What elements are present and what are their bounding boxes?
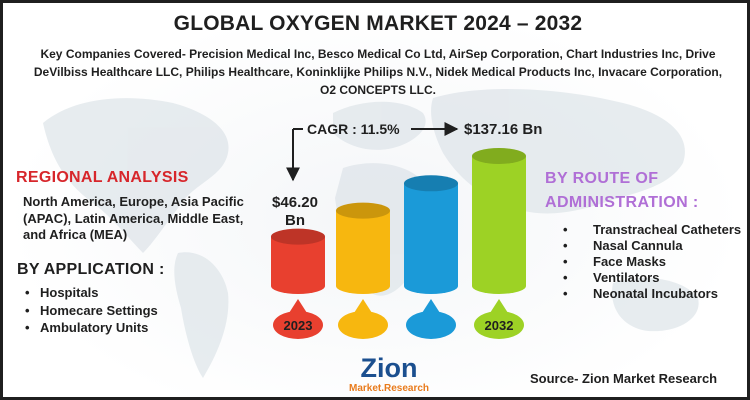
- market-growth-chart: 2023 2032 CAGR : 11.5% $137.16 Bn $46.20 …: [271, 121, 542, 339]
- start-value-unit: Bn: [285, 212, 305, 229]
- pin-tip: [289, 299, 307, 313]
- pin-year-label: 2023: [284, 318, 313, 333]
- year-pin-1: 2023: [273, 299, 323, 339]
- list-item: Ambulatory Units: [23, 319, 158, 337]
- chart-bar-1: [271, 228, 325, 294]
- bar-top: [271, 228, 325, 245]
- logo-word-zion: Zion: [361, 353, 418, 383]
- bar-top: [404, 175, 458, 192]
- bar-body: [472, 156, 526, 294]
- list-item: Transtracheal Catheters: [576, 222, 746, 238]
- pin-body: [273, 311, 323, 339]
- regional-analysis-heading: REGIONAL ANALYSIS: [16, 169, 189, 186]
- logo-word-market-research: Market.Research: [349, 383, 429, 394]
- by-application-heading: BY APPLICATION :: [17, 261, 165, 278]
- route-heading-line-1: BY ROUTE OF: [545, 170, 659, 187]
- list-item: Hospitals: [23, 284, 158, 302]
- regional-analysis-text: North America, Europe, Asia Pacific (APA…: [23, 194, 244, 242]
- pin-body: [406, 311, 456, 339]
- list-item: Neonatal Incubators: [576, 286, 746, 302]
- bar-body: [404, 183, 458, 294]
- bar-body: [336, 210, 390, 294]
- page-title: GLOBAL OXYGEN MARKET 2024 – 2032: [173, 12, 583, 35]
- pin-tip: [422, 299, 440, 313]
- route-list: Transtracheal Catheters Nasal Cannula Fa…: [576, 222, 746, 302]
- pin-tip: [354, 299, 372, 313]
- pin-body: [338, 311, 388, 339]
- bar-top: [336, 202, 390, 219]
- bar-top: [472, 148, 526, 164]
- pin-year-label: 2032: [485, 318, 514, 333]
- chart-bar-2: [336, 202, 390, 294]
- by-route-heading: BY ROUTE OF ADMINISTRATION :: [545, 167, 745, 215]
- pin-body: [474, 311, 524, 339]
- route-heading-line-2: ADMINISTRATION :: [545, 194, 699, 211]
- list-item: Face Masks: [576, 254, 746, 270]
- year-pin-3: [406, 299, 456, 339]
- year-pin-4: 2032: [474, 299, 524, 339]
- key-companies-text: Key Companies Covered- Precision Medical…: [33, 47, 723, 97]
- chart-bar-3: [404, 175, 458, 294]
- start-value-label: $46.20: [272, 194, 318, 211]
- application-list: Hospitals Homecare Settings Ambulatory U…: [23, 284, 158, 337]
- list-item: Homecare Settings: [23, 302, 158, 320]
- year-pin-2: [338, 299, 388, 339]
- list-item: Ventilators: [576, 270, 746, 286]
- pin-tip: [490, 299, 508, 313]
- cagr-label: CAGR : 11.5%: [307, 121, 400, 137]
- end-value-label: $137.16 Bn: [464, 121, 542, 138]
- chart-bar-4: [472, 148, 526, 294]
- list-item: Nasal Cannula: [576, 238, 746, 254]
- source-text: Source- Zion Market Research: [530, 371, 718, 386]
- zion-logo: Zion Market.Research: [349, 353, 429, 394]
- bar-body: [271, 236, 325, 294]
